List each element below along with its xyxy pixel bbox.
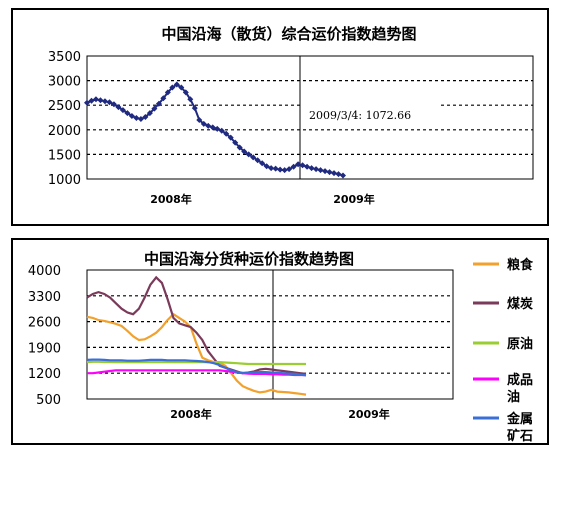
data-point: [326, 169, 333, 176]
x-tick-label: 2008年: [170, 407, 212, 421]
data-point: [335, 171, 342, 178]
y-tick-label: 3000: [48, 75, 81, 90]
data-point: [178, 84, 185, 91]
series-line-4: [87, 369, 306, 377]
y-tick-label: 4000: [28, 264, 61, 279]
legend-label: 原油: [507, 336, 533, 352]
series-line-1: [86, 312, 307, 396]
y-tick-label: 500: [36, 393, 61, 408]
data-point: [241, 148, 248, 155]
legend-label: 粮食: [507, 257, 534, 273]
data-point: [101, 98, 108, 105]
data-point: [128, 113, 135, 120]
y-tick-label: 3300: [28, 290, 61, 305]
composite-index-chart: 中国沿海（散货）综合运价指数趋势图 3500 3000 2500 2000 1500 10…: [48, 25, 534, 206]
data-point: [254, 157, 261, 164]
data-point: [209, 124, 216, 131]
data-point: [304, 163, 311, 170]
data-point: [173, 81, 180, 88]
data-point: [277, 166, 284, 173]
plot-area: [86, 269, 454, 400]
y-tick-label: 1900: [28, 341, 61, 356]
plot-area: [86, 55, 534, 180]
data-point: [133, 114, 140, 121]
composite-index-chart-panel: 中国沿海（散货）综合运价指数趋势图 3500 3000 2500 2000 1500 10…: [11, 8, 549, 226]
data-point: [182, 89, 189, 96]
data-point: [151, 105, 158, 112]
series-line-2: [86, 275, 307, 375]
annotation-box: [301, 102, 441, 128]
series-line-5: [86, 358, 307, 377]
y-tick-label: 2600: [28, 316, 61, 331]
legend-label: 矿石: [507, 428, 533, 444]
data-point: [196, 116, 203, 123]
legend-label: 油: [507, 389, 520, 405]
data-point: [169, 84, 176, 91]
x-tick-label: 2009年: [348, 407, 390, 421]
data-point: [146, 110, 153, 117]
data-point: [119, 107, 126, 114]
data-point: [331, 170, 338, 177]
data-point: [232, 139, 239, 146]
data-point: [236, 144, 243, 151]
data-point: [259, 160, 266, 167]
data-point: [160, 95, 167, 102]
legend-label: 成品: [507, 372, 533, 388]
data-point: [84, 99, 90, 106]
data-point: [88, 97, 95, 104]
y-tick-label: 1500: [48, 148, 81, 163]
x-tick-label: 2009年: [333, 192, 375, 206]
data-point: [205, 122, 212, 129]
data-point: [290, 163, 297, 170]
data-point: [227, 134, 234, 141]
data-point: [313, 166, 320, 173]
data-point: [218, 127, 225, 134]
data-point: [272, 165, 279, 172]
y-tick-label: 3500: [48, 50, 81, 65]
data-point: [317, 167, 324, 174]
data-point: [106, 99, 113, 106]
data-point: [124, 110, 131, 117]
cargo-type-index-chart-panel: 中国沿海分货种运价指数趋势图 4000 3300 2600 1900 1200 500 20…: [11, 238, 549, 445]
data-point: [92, 96, 99, 103]
data-point: [187, 96, 194, 103]
data-point: [250, 154, 257, 161]
data-point: [142, 114, 149, 121]
y-tick-label: 2500: [48, 99, 81, 114]
data-point: [245, 151, 252, 158]
cargo-type-index-chart: 中国沿海分货种运价指数趋势图 4000 3300 2600 1900 1200 500 20…: [28, 250, 534, 444]
data-point: [223, 130, 230, 137]
data-point: [308, 165, 315, 172]
chart-title: 中国沿海（散货）综合运价指数趋势图: [161, 25, 416, 43]
x-tick-label: 2008年: [150, 192, 192, 206]
data-point: [295, 161, 302, 168]
data-point: [281, 167, 288, 174]
y-tick-label: 1000: [48, 173, 81, 188]
data-point: [200, 120, 207, 127]
data-point: [164, 89, 171, 96]
data-point: [268, 165, 275, 172]
legend-label: 金属: [506, 411, 533, 427]
data-point: [137, 115, 144, 122]
legend-label: 煤炭: [507, 296, 533, 312]
data-point: [97, 97, 104, 104]
data-point: [322, 168, 329, 175]
data-point: [110, 101, 117, 108]
data-point: [340, 172, 346, 179]
y-tick-label: 1200: [28, 367, 61, 382]
data-point: [286, 166, 293, 173]
y-tick-label: 2000: [48, 124, 81, 139]
data-point: [214, 125, 221, 132]
data-point: [191, 105, 198, 112]
chart-title: 中国沿海分货种运价指数趋势图: [144, 250, 354, 268]
data-annotation: 2009/3/4: 1072.66: [309, 109, 411, 122]
data-point: [263, 163, 270, 170]
data-point: [299, 162, 306, 169]
data-point: [115, 104, 122, 111]
data-point: [155, 100, 162, 107]
